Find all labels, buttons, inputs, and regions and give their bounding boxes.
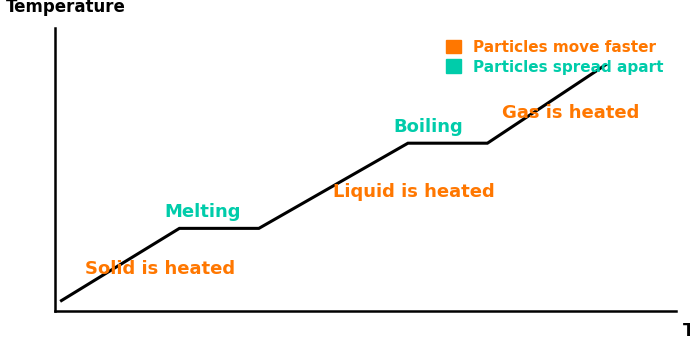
Legend: Particles move faster, Particles spread apart: Particles move faster, Particles spread … xyxy=(442,35,669,79)
Text: Boiling: Boiling xyxy=(393,118,463,136)
Text: Solid is heated: Solid is heated xyxy=(85,260,235,278)
Text: Liquid is heated: Liquid is heated xyxy=(333,183,495,201)
Text: Time: Time xyxy=(682,322,690,340)
Text: Temperature: Temperature xyxy=(6,0,126,16)
Text: Gas is heated: Gas is heated xyxy=(502,104,640,122)
Text: Melting: Melting xyxy=(164,203,241,221)
